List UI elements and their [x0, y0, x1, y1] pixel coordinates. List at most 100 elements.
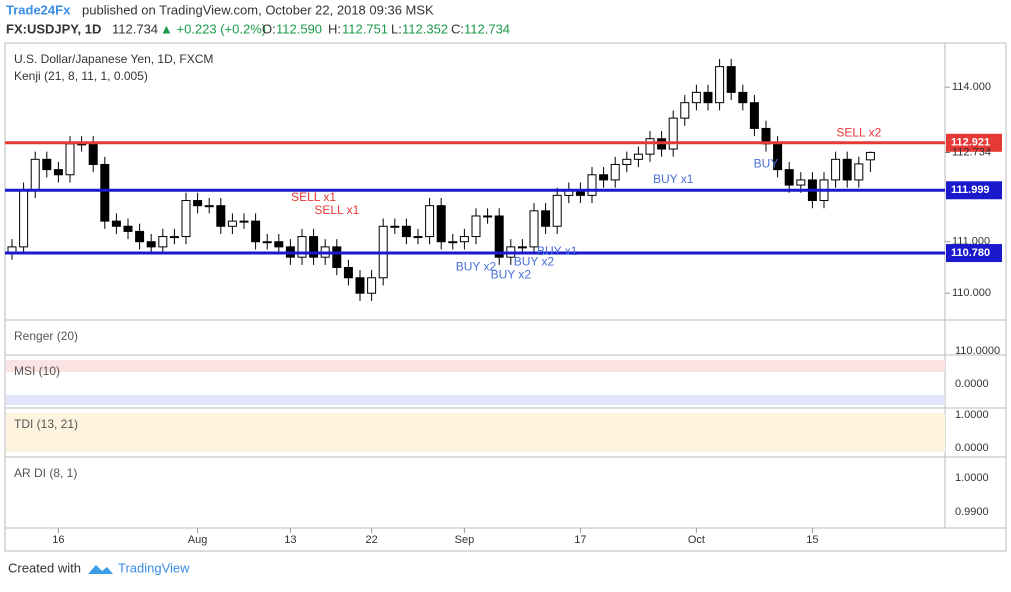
signal-label: BUY x2: [514, 254, 555, 268]
candle-body: [401, 225, 411, 238]
pane-band: [6, 395, 945, 405]
x-tick-label: 15: [806, 534, 818, 546]
candle-body: [135, 230, 145, 243]
candle-body: [552, 194, 562, 227]
candle-body: [53, 169, 63, 176]
x-tick-label: Aug: [188, 534, 208, 546]
pane-tick-label: 1.0000: [955, 409, 989, 421]
pane-name: Renger (20): [14, 329, 78, 343]
candle-body: [100, 163, 110, 222]
candle-body: [715, 66, 725, 104]
signal-label: BUY x2: [456, 260, 497, 274]
signal-label: BUY x1: [653, 172, 694, 186]
instrument: U.S. Dollar/Japanese Yen, 1D, FXCM: [14, 52, 213, 66]
candle-body: [831, 158, 841, 181]
candle-body: [459, 236, 469, 243]
candle-body: [355, 277, 365, 294]
x-tick-label: 13: [284, 534, 296, 546]
candle-body: [297, 236, 307, 258]
l-value: 112.352: [402, 21, 448, 36]
candle-body: [88, 143, 98, 165]
candle-body: [146, 241, 156, 248]
candle-body: [413, 236, 423, 239]
signal-label: SELL x1: [314, 203, 359, 217]
candle-body: [436, 205, 446, 243]
candle-body: [645, 138, 655, 155]
pane-name: TDI (13, 21): [14, 417, 78, 431]
candle-body: [65, 143, 75, 176]
signal-label: BUY x2: [491, 267, 532, 281]
footer-created: Created with: [8, 560, 81, 575]
candle-body: [599, 174, 609, 181]
candle-body: [216, 205, 226, 227]
level-label: 112.921: [951, 137, 990, 149]
candle-body: [494, 215, 504, 258]
candle-body: [425, 205, 435, 238]
pane-tick-label: 0.9900: [955, 506, 989, 518]
x-tick-label: 17: [574, 534, 586, 546]
x-tick-label: 16: [52, 534, 64, 546]
candle-body: [517, 246, 527, 249]
signal-label: SELL x1: [291, 190, 336, 204]
candle-body: [587, 174, 597, 196]
candle-body: [123, 225, 133, 232]
change: ▲ +0.223 (+0.2%): [160, 21, 266, 36]
footer-brand: TradingView: [118, 560, 190, 575]
last: 112.734: [112, 21, 158, 36]
tv-logo: [88, 565, 113, 574]
x-tick-label: 22: [365, 534, 377, 546]
pane-band: [6, 360, 945, 372]
candle-body: [367, 277, 377, 294]
x-tick-label: Sep: [455, 534, 475, 546]
last-price-label: 112.734: [952, 146, 991, 158]
candle-body: [390, 225, 400, 228]
signal-label: SELL x2: [836, 126, 881, 140]
candle-body: [274, 241, 284, 248]
c-label: C:: [451, 21, 464, 36]
level-tag: [946, 244, 1002, 263]
pane-name: MSI (10): [14, 364, 60, 378]
candle-body: [784, 169, 794, 186]
candle-body: [680, 102, 690, 119]
pane-band: [6, 413, 945, 452]
candle-body: [529, 210, 539, 248]
candle-body: [726, 66, 736, 93]
signal-label: BUY x1: [537, 244, 578, 258]
candle-body: [842, 158, 852, 181]
candle-body: [448, 241, 458, 244]
candle-body: [169, 236, 179, 239]
candle-body: [158, 236, 168, 248]
candle-body: [332, 246, 342, 268]
brand: Trade24Fx: [6, 2, 71, 17]
pane-tick-label: 110.0000: [955, 345, 1000, 357]
candle-body: [633, 153, 643, 160]
candle-body: [471, 215, 481, 238]
h-label: H:: [328, 21, 341, 36]
y-tick-label: 110.000: [952, 287, 991, 299]
candle-body: [204, 205, 214, 208]
level-tag: [946, 181, 1002, 200]
pane-tick-label: 0.0000: [955, 378, 989, 390]
candle-body: [181, 200, 191, 238]
candle-body: [854, 163, 864, 181]
level-label: 110.780: [951, 247, 990, 259]
candle-body: [610, 163, 620, 181]
o-value: 112.590: [276, 21, 322, 36]
h-value: 112.751: [342, 21, 388, 36]
candle-body: [622, 158, 632, 165]
pane-name: AR DI (8, 1): [14, 466, 77, 480]
candle-body: [703, 91, 713, 104]
candle-body: [111, 220, 121, 227]
candle-body: [691, 91, 701, 104]
candle-body: [42, 158, 52, 171]
level-tag: [946, 133, 1002, 152]
candle-body: [19, 189, 29, 248]
candle-body: [227, 220, 237, 227]
candle-body: [251, 220, 261, 243]
candle-body: [738, 91, 748, 104]
symbol: FX:USDJPY, 1D: [6, 21, 101, 36]
level-label: 111.999: [951, 184, 990, 196]
candle-body: [30, 158, 40, 191]
